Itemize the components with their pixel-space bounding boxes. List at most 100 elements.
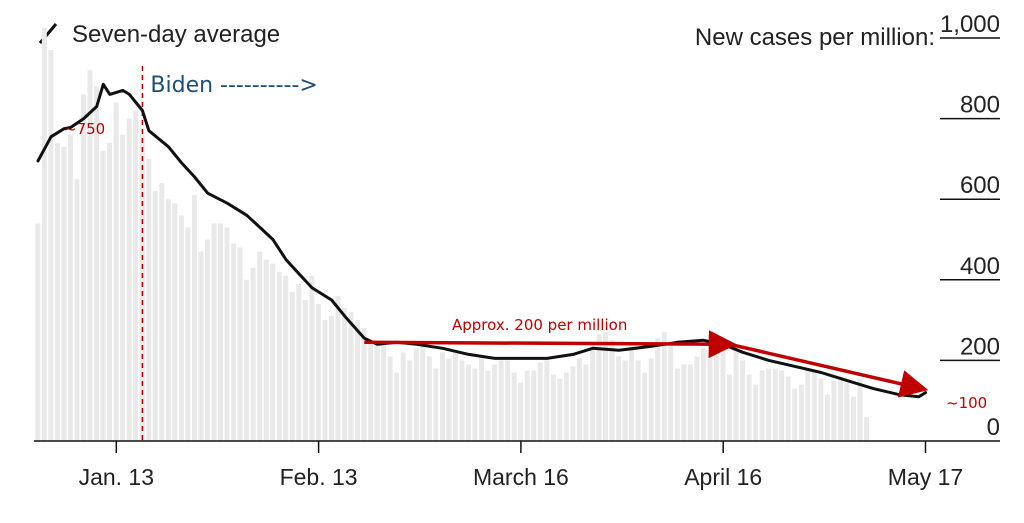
plateau-label: Approx. 200 per million [452,316,627,334]
daily-bar [681,364,687,441]
daily-bar [557,378,563,441]
daily-bar [544,360,550,441]
daily-bar [779,370,785,441]
daily-bar [433,368,439,441]
daily-bar [224,227,230,441]
x-tick-label: Jan. 13 [79,464,154,490]
daily-bar [576,358,582,441]
daily-bar [61,146,67,441]
daily-bar [276,271,282,441]
daily-bar [609,340,615,441]
daily-bar [48,50,54,442]
daily-bar [583,364,589,441]
y-tick-label: 400 [960,253,1000,280]
y-axis-title: New cases per million: [695,24,935,51]
daily-bar [381,344,387,441]
daily-bar [54,142,60,441]
daily-bar [635,360,641,441]
daily-bar [368,340,374,441]
daily-bar [864,416,870,441]
daily-bar [466,364,471,441]
x-tick-label: March 16 [473,464,569,490]
peak-label: ~750 [64,120,105,138]
daily-bar [511,372,517,441]
daily-bar [479,356,484,441]
daily-bar [348,312,354,441]
daily-bar [342,308,347,441]
daily-bar [505,360,511,441]
daily-bar [270,263,276,441]
daily-bar [322,320,328,441]
daily-bar [296,283,302,441]
daily-bars [35,28,870,442]
daily-bar [550,374,556,441]
daily-bar [237,247,243,441]
daily-bar [407,360,413,441]
daily-bar [616,356,622,441]
daily-bar [250,267,256,441]
decline-arrow [729,342,929,398]
daily-bar [426,356,432,441]
daily-bar [766,368,772,441]
daily-bar [590,342,595,441]
daily-bar [759,370,765,441]
daily-bar [218,223,223,441]
daily-bar [81,94,86,442]
daily-bar [263,259,269,441]
x-tick-label: April 16 [684,464,762,490]
daily-bar [302,299,308,441]
y-tick-label: 600 [960,172,1000,199]
daily-bar [537,362,543,441]
daily-bar [67,134,73,441]
daily-bar [851,396,856,441]
daily-bar [165,199,171,441]
daily-bar [792,388,798,441]
daily-bar [472,368,478,441]
daily-bar [661,332,667,441]
daily-bar [94,86,99,442]
daily-bar [146,158,152,441]
daily-bar [113,102,119,441]
daily-bar [524,370,530,441]
daily-bar [746,374,752,441]
daily-bar [648,358,654,441]
daily-bar [244,279,250,441]
daily-bar [283,275,289,441]
daily-bar [420,344,426,441]
daily-bar [126,118,132,441]
daily-bar [191,195,197,441]
daily-bar [439,352,445,441]
daily-bar [413,348,419,441]
daily-bar [674,368,680,441]
biden-label: Biden ----------> [150,73,317,98]
daily-bar [87,70,93,442]
y-tick-label: 800 [960,92,1000,119]
daily-bar [492,364,498,441]
daily-bar [198,251,204,441]
daily-bar [74,179,80,442]
seven-day-average-line [36,82,927,399]
daily-bar [785,376,791,441]
daily-bar [133,110,139,441]
daily-bar [485,370,491,441]
daily-bar [107,142,113,441]
daily-bar [185,227,191,441]
x-tick-label: May 17 [888,464,963,490]
daily-bar [328,316,334,441]
daily-bar [172,203,178,441]
daily-bar [727,374,732,441]
daily-bar [700,348,706,441]
daily-bar [531,370,537,441]
daily-bar [811,370,817,441]
daily-bar [446,358,452,441]
daily-bar [459,360,465,441]
daily-bar [655,338,661,441]
x-tick-label: Feb. 13 [280,464,358,490]
daily-bar [35,223,41,441]
daily-bar [837,380,843,441]
daily-bar [818,378,824,441]
daily-bar [740,360,746,441]
daily-bar [335,295,341,441]
daily-bar [753,384,759,441]
